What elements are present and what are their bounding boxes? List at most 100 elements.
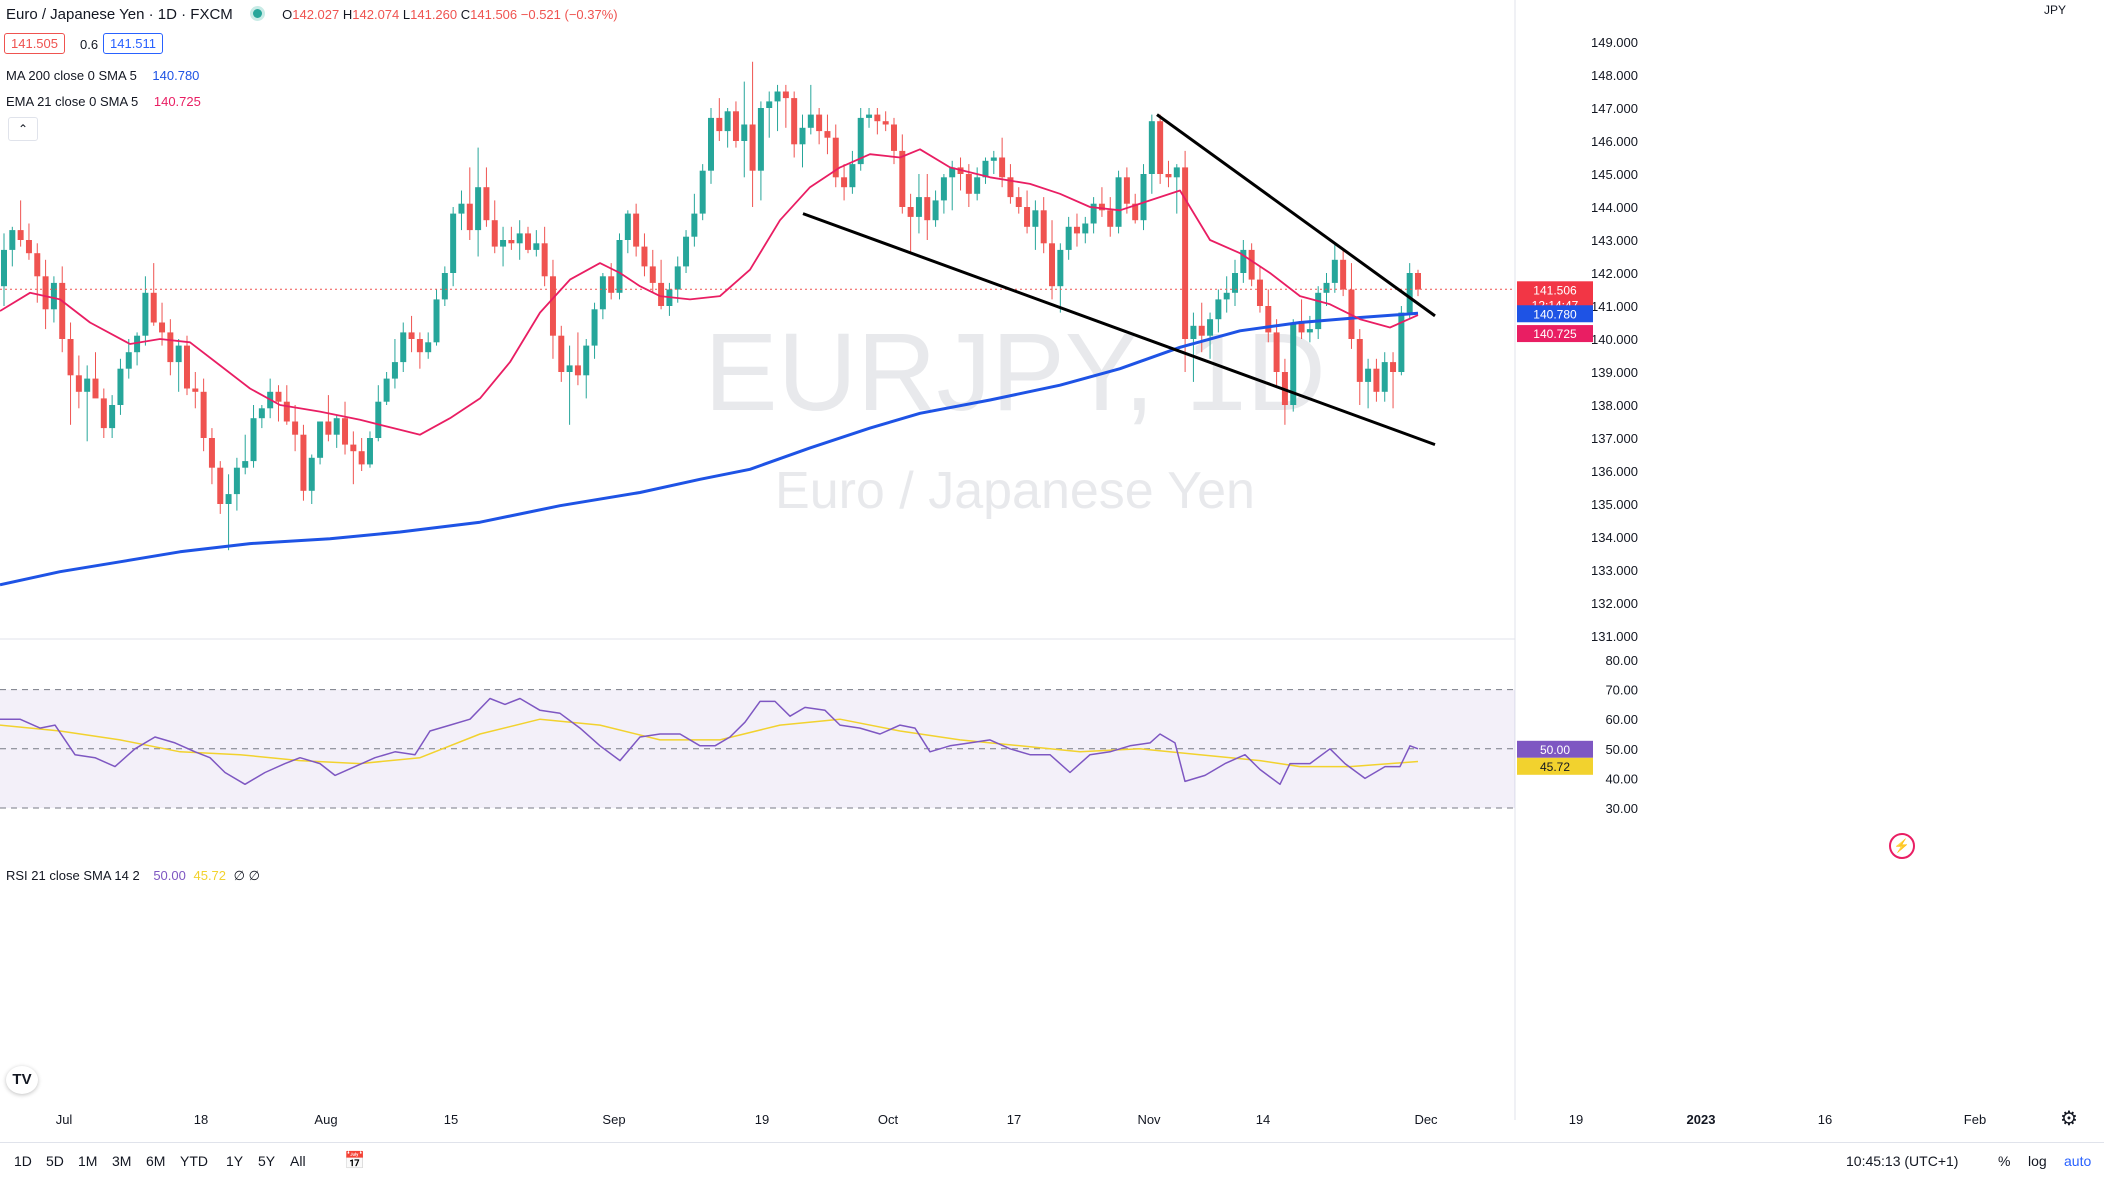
rsi-tick-label: 40.00 [1605, 771, 1638, 786]
candle-body [75, 375, 82, 392]
range-button[interactable]: 6M [146, 1153, 166, 1169]
time-tick-label: Aug [314, 1112, 337, 1127]
candle-body [633, 213, 640, 247]
range-button[interactable]: 1M [78, 1153, 98, 1169]
candle-body [317, 421, 324, 458]
candle-body [1057, 249, 1064, 287]
candle [857, 108, 864, 171]
candle-body [549, 276, 556, 336]
candle-body [1115, 177, 1122, 227]
candle [799, 114, 806, 168]
candle-body [999, 157, 1006, 178]
price-tick-label: 148.000 [1591, 68, 1638, 83]
price-tick-label: 144.000 [1591, 200, 1638, 215]
candle [766, 91, 773, 138]
sell-button[interactable]: 141.505 [4, 33, 65, 54]
settings-gear-icon[interactable]: ⚙ [2060, 1108, 2078, 1130]
ema21-value: 140.725 [153, 94, 201, 109]
candle-body [516, 233, 523, 244]
ema21-legend[interactable]: EMA 21 close 0 SMA 5 140.725 [6, 94, 201, 109]
range-button[interactable]: 1D [14, 1153, 32, 1169]
candle [325, 395, 332, 442]
range-button[interactable]: 3M [112, 1153, 132, 1169]
candle [283, 385, 290, 425]
ema21-price-tag-text: 140.725 [1533, 327, 1577, 341]
candle-body [1182, 167, 1189, 339]
candle-body [533, 243, 540, 250]
candle-body [275, 391, 282, 402]
candle-body [1356, 339, 1363, 382]
log-toggle[interactable]: log [2028, 1153, 2047, 1169]
candle-body [366, 438, 373, 465]
range-button[interactable]: 5D [46, 1153, 64, 1169]
candle [974, 167, 981, 201]
candle [1256, 266, 1263, 313]
ema21-price-tag-bg [1517, 325, 1593, 343]
candle [150, 263, 157, 326]
candle [1049, 220, 1056, 300]
time-tick-label: Sep [602, 1112, 625, 1127]
candle-body [491, 220, 498, 247]
candle-body [849, 164, 856, 188]
percent-toggle[interactable]: % [1998, 1153, 2011, 1169]
candle [1132, 193, 1139, 224]
candle-body [500, 240, 507, 247]
candle [699, 164, 706, 221]
range-button[interactable]: YTD [180, 1153, 208, 1169]
candle [683, 230, 690, 273]
rsi-sma-tag-bg [1517, 757, 1593, 775]
candle [92, 352, 99, 399]
collapse-legend-button[interactable]: ⌃ [8, 117, 38, 141]
rsi-legend[interactable]: RSI 21 close SMA 14 2 50.00 45.72 ∅ ∅ [6, 868, 260, 884]
candle-body [691, 213, 698, 237]
candle [616, 233, 623, 300]
clock-time[interactable]: 10:45:13 (UTC+1) [1846, 1153, 1959, 1169]
date-range-icon[interactable]: 📅 [344, 1151, 366, 1170]
candle-body [949, 167, 956, 178]
currency-label[interactable]: JPY [2044, 3, 2067, 17]
open-label: O [282, 7, 293, 22]
range-button[interactable]: All [290, 1153, 306, 1169]
price-tick-label: 131.000 [1591, 629, 1638, 644]
candle [899, 134, 906, 214]
candle-body [283, 401, 290, 422]
ma200-legend[interactable]: MA 200 close 0 SMA 5 140.780 [6, 68, 199, 83]
candle-body [383, 378, 390, 402]
candle [1057, 243, 1064, 313]
candle-body [732, 111, 739, 141]
candle-body [982, 160, 989, 178]
candle [25, 223, 32, 260]
candle-body [866, 114, 873, 118]
chart-canvas[interactable]: EURJPY, 1D Euro / Japanese Yen 149.000 14… [0, 0, 2104, 1142]
candle [167, 319, 174, 376]
lightning-icon[interactable]: ⚡ [1889, 833, 1915, 859]
candle-body [1165, 174, 1172, 178]
candle [574, 332, 581, 386]
candle [1140, 164, 1147, 231]
range-button[interactable]: 5Y [258, 1153, 276, 1169]
candle [666, 282, 673, 316]
candle-body [300, 434, 307, 491]
candle-body [183, 345, 190, 389]
ma200-label: MA 200 close 0 SMA 5 [6, 68, 137, 83]
candle [932, 190, 939, 227]
candle [807, 84, 814, 135]
buy-button[interactable]: 141.511 [103, 33, 164, 54]
tradingview-logo[interactable]: TV [6, 1066, 38, 1094]
candle-body [117, 368, 124, 405]
candle [525, 226, 532, 254]
candle [882, 111, 889, 132]
range-button[interactable]: 1Y [226, 1153, 244, 1169]
candle-body [1107, 210, 1114, 227]
rsi-tick-label: 30.00 [1605, 801, 1638, 816]
candle [491, 200, 498, 254]
candle [716, 98, 723, 141]
symbol-title[interactable]: Euro / Japanese Yen · 1D · FXCM O142.027… [6, 6, 618, 23]
auto-toggle[interactable]: auto [2064, 1153, 2092, 1169]
candle-body [1157, 121, 1164, 174]
time-tick-label: 16 [1818, 1112, 1832, 1127]
candle-body [9, 230, 16, 250]
candle-body [674, 266, 681, 290]
candle-body [1298, 322, 1305, 333]
ema21-line [0, 148, 1419, 436]
